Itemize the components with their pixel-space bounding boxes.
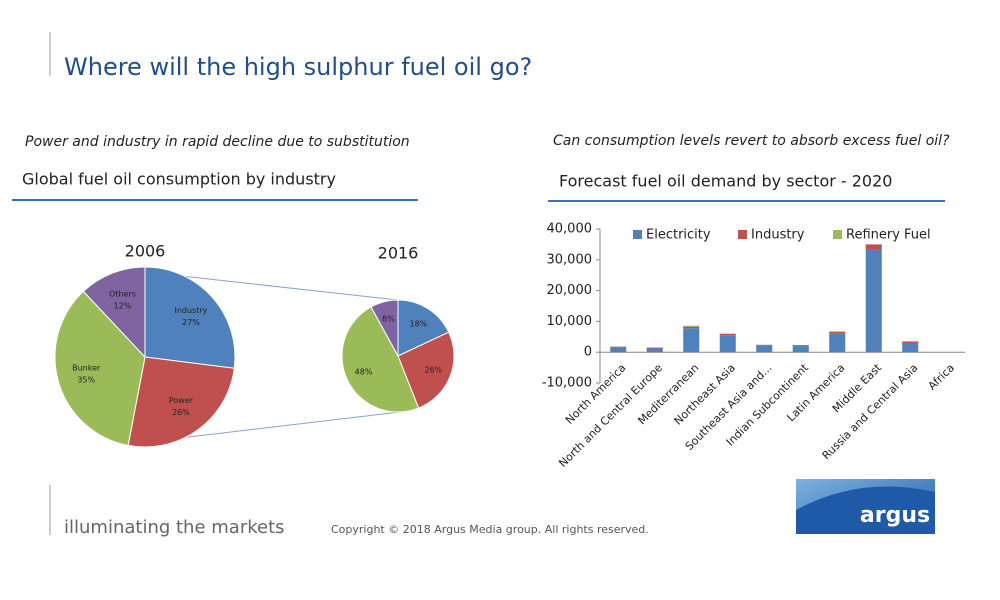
- right-subtitle: Can consumption levels revert to absorb …: [553, 133, 950, 149]
- pie-slice: [144, 266, 236, 369]
- bar: [829, 331, 846, 334]
- bar: [756, 345, 773, 353]
- pie-slice: [370, 299, 399, 357]
- y-tick-label: -10,000: [542, 376, 592, 391]
- bar: [719, 333, 736, 336]
- y-tick-label: 0: [584, 345, 592, 360]
- pie-year: 2016: [378, 244, 419, 263]
- slice-label: 26%: [172, 408, 190, 417]
- slice-label: 8%: [382, 315, 395, 324]
- bar: [902, 342, 919, 353]
- slice-label: 12%: [114, 302, 132, 311]
- bar: [683, 325, 700, 327]
- bar: [792, 345, 809, 347]
- bar: [610, 347, 627, 353]
- pie-slice: [341, 306, 420, 413]
- slide-title: Where will the high sulphur fuel oil go?: [64, 53, 532, 81]
- bar: [792, 346, 809, 353]
- slice-label: 27%: [182, 318, 200, 327]
- logo: argus: [860, 503, 930, 528]
- y-tick-label: 40,000: [547, 222, 593, 237]
- legend-label: Refinery Fuel: [846, 228, 931, 243]
- bar: [719, 335, 736, 353]
- legend-label: Electricity: [646, 228, 711, 243]
- pie-slice: [397, 299, 450, 357]
- tagline: illuminating the markets: [64, 517, 285, 538]
- bar: [610, 346, 627, 348]
- pie-slice: [82, 266, 146, 359]
- bar: [683, 326, 700, 329]
- slice-label: 18%: [410, 319, 428, 328]
- legend-label: Industry: [751, 228, 805, 243]
- left-subtitle: Power and industry in rapid decline due …: [25, 134, 410, 150]
- connector: [154, 410, 409, 442]
- bar: [646, 347, 663, 349]
- slice-category: Others: [109, 290, 136, 299]
- legend-swatch: [833, 230, 842, 239]
- slice-label: 35%: [77, 376, 95, 385]
- x-tick-label: Africa: [926, 361, 957, 392]
- bar: [865, 249, 882, 353]
- x-tick-label: North America: [563, 361, 629, 427]
- pie-year: 2006: [125, 242, 166, 261]
- y-tick-label: 10,000: [547, 314, 593, 329]
- right-chart-title: Forecast fuel oil demand by sector - 202…: [559, 172, 892, 191]
- pie-slice: [54, 290, 146, 446]
- copyright: Copyright © 2018 Argus Media group. All …: [331, 523, 649, 536]
- legend-swatch: [738, 230, 747, 239]
- left-chart-title: Global fuel oil consumption by industry: [22, 170, 336, 189]
- slice-category: Industry: [174, 306, 207, 315]
- bar: [865, 244, 882, 250]
- pie-slice: [127, 356, 235, 448]
- bar: [902, 341, 919, 343]
- bar: [683, 328, 700, 353]
- y-tick-label: 20,000: [547, 283, 593, 298]
- connector: [144, 271, 399, 301]
- slice-category: Bunker: [72, 364, 101, 373]
- y-tick-label: 30,000: [547, 252, 593, 267]
- bar: [646, 348, 663, 353]
- slice-category: Power: [169, 396, 194, 405]
- slice-label: 26%: [425, 366, 443, 375]
- logo-swoosh: [796, 486, 935, 534]
- legend-swatch: [633, 230, 642, 239]
- pie-slice: [397, 331, 455, 409]
- bar: [829, 333, 846, 353]
- slice-label: 48%: [355, 368, 373, 377]
